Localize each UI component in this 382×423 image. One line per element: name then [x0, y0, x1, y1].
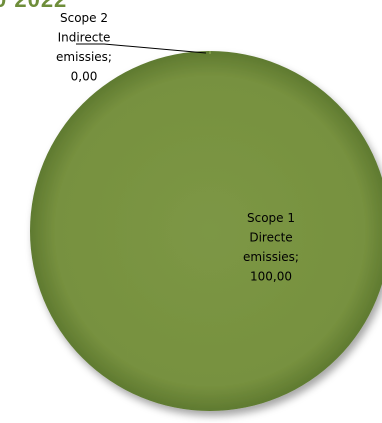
slice-label-2-line-2: Indirecte — [58, 31, 111, 45]
slice-label-1-line-3: emissies; — [243, 250, 299, 264]
pie-slice-1 — [30, 51, 382, 411]
slice-label-2-line-3: emissies; — [56, 50, 112, 64]
leader-line-2 — [76, 43, 207, 54]
slice-label-1-line-2: Directe — [249, 231, 292, 245]
slice-label-2-line-1: Scope 2 — [60, 11, 108, 25]
slice-label-1-line-4: 100,00 — [250, 270, 292, 284]
slice-label-1-line-1: Scope 1 — [247, 211, 295, 225]
slice-label-2: Scope 2 Indirecte emissies; 0,00 — [56, 11, 112, 84]
chart-title-fragment: 0 2022 — [0, 0, 67, 13]
slice-label-1: Scope 1 Directe emissies; 100,00 — [243, 211, 299, 284]
slice-label-2-line-4: 0,00 — [71, 70, 98, 84]
